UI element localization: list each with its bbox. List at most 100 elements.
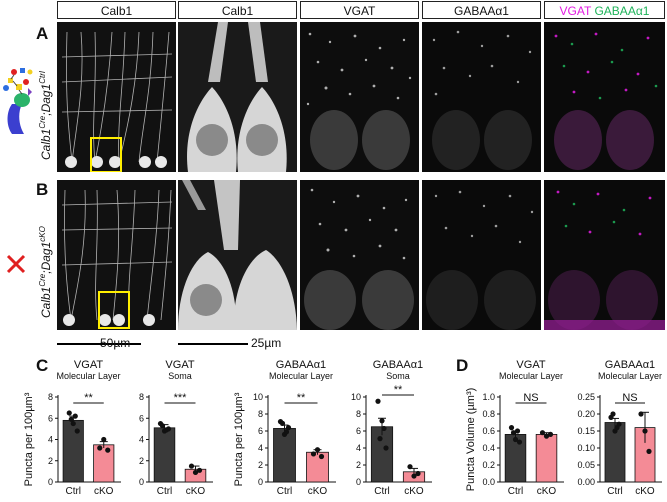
header-text: VGAT: [343, 4, 376, 18]
data-point: [642, 428, 648, 434]
y-tick-label: 10: [253, 392, 263, 402]
data-point: [283, 429, 290, 435]
y-tick-label: 0.2: [482, 460, 495, 470]
scale-label-25um: 25µm: [251, 336, 282, 350]
header-text: GABAAα1: [454, 4, 509, 18]
significance-label: ***: [174, 392, 188, 404]
y-tick-label: 0.15: [577, 426, 595, 436]
panel-letter-d: D: [456, 356, 469, 375]
chart-title: VGAT: [74, 359, 103, 371]
dystroglycan-glycan-icon: [3, 68, 33, 134]
header-text-gabaa: GABAAα1: [594, 4, 650, 18]
panel-letter-b: B: [36, 180, 49, 199]
data-point: [646, 448, 652, 454]
data-point: [381, 425, 387, 432]
y-tick-label: 0.20: [577, 409, 595, 419]
y-tick-label: 0.10: [577, 443, 595, 453]
chart-subtitle: Molecular Layer: [499, 371, 563, 381]
scale-bar-25um: [178, 343, 248, 345]
data-point: [192, 469, 199, 476]
bar-ctrl: [62, 419, 84, 483]
significance-label: NS: [622, 392, 637, 404]
chart-subtitle: Molecular Layer: [598, 371, 662, 381]
y-tick-label: 2: [356, 460, 361, 470]
y-tick-label: 8: [48, 392, 53, 402]
significance-label: **: [84, 392, 93, 404]
column-header-calb1-zoom: Calb1: [178, 1, 297, 19]
chart-subtitle: Soma: [168, 371, 192, 381]
y-axis-label: Puncta per 100µm³: [233, 392, 245, 486]
data-point: [510, 430, 517, 436]
scale-label-50um: 50µm: [100, 336, 131, 350]
y-tick-label: 2: [258, 460, 263, 470]
y-tick-label: 6: [258, 426, 263, 436]
y-tick-label: 0: [48, 477, 53, 487]
data-point: [97, 445, 103, 451]
micrograph-b-gabaa: [422, 180, 541, 330]
y-tick-label: 0.00: [577, 477, 595, 487]
chart-subtitle: Soma: [386, 371, 410, 381]
y-tick-label: 0: [356, 477, 361, 487]
significance-label: **: [297, 392, 306, 404]
row-label-sup: cKO: [38, 226, 47, 242]
chart-title: GABAAα1: [373, 359, 423, 371]
scale-bar-50um: [57, 343, 141, 345]
panel-letter-a: A: [36, 24, 49, 43]
data-point: [188, 463, 195, 469]
data-point: [512, 436, 519, 443]
x-tick-label: Ctrl: [277, 486, 293, 497]
data-point: [377, 436, 383, 442]
bar-cko: [535, 434, 558, 483]
bar-cko: [306, 451, 329, 483]
chart-title: VGAT: [165, 359, 194, 371]
data-point: [514, 428, 521, 434]
row-label-sup: Ctrl: [38, 71, 47, 84]
micrograph-a-merge: [544, 22, 665, 172]
micrograph-a-gabaa: [422, 22, 541, 172]
red-x-icon: [6, 254, 26, 274]
data-point: [318, 453, 325, 460]
data-point: [279, 420, 286, 426]
x-tick-label: Ctrl: [508, 486, 524, 497]
x-tick-label: Ctrl: [157, 486, 173, 497]
header-text-vgat: VGAT: [559, 4, 592, 18]
column-header-merge: VGAT GABAAα1: [544, 1, 665, 19]
data-point: [163, 427, 170, 433]
header-text: Calb1: [221, 4, 254, 18]
y-tick-label: 0.6: [482, 426, 495, 436]
row-label-sup: Cre: [38, 115, 47, 129]
row-label-cko: Calb1Cre;Dag1cKO: [38, 226, 53, 318]
y-tick-label: 4: [48, 435, 53, 445]
y-tick-label: 6: [48, 413, 53, 423]
row-label-part: Calb1: [39, 286, 53, 318]
data-point: [614, 425, 620, 431]
x-tick-label: cKO: [186, 486, 206, 497]
micrograph-a-calb1-zoom: [178, 22, 297, 172]
data-point: [105, 447, 111, 453]
chart-title: GABAAα1: [605, 359, 655, 371]
data-point: [508, 425, 515, 431]
x-tick-label: Ctrl: [374, 486, 390, 497]
data-point: [101, 436, 107, 443]
data-point: [516, 439, 523, 445]
y-tick-label: 10: [351, 392, 361, 402]
bar-cko: [93, 444, 115, 483]
y-tick-label: 4: [356, 443, 361, 453]
micrograph-b-merge: [544, 180, 665, 330]
y-tick-label: 8: [356, 409, 361, 419]
y-tick-label: 0: [258, 477, 263, 487]
y-axis-label: Puncta Volume (µm³): [465, 388, 477, 492]
data-point: [411, 473, 417, 479]
column-header-vgat: VGAT: [300, 1, 419, 19]
y-tick-label: 6: [139, 413, 144, 423]
chart-subtitle: Molecular Layer: [56, 371, 120, 381]
data-point: [407, 464, 413, 470]
data-point: [68, 416, 74, 422]
y-tick-label: 0: [139, 477, 144, 487]
y-tick-label: 8: [139, 392, 144, 402]
x-tick-label: cKO: [537, 486, 557, 497]
